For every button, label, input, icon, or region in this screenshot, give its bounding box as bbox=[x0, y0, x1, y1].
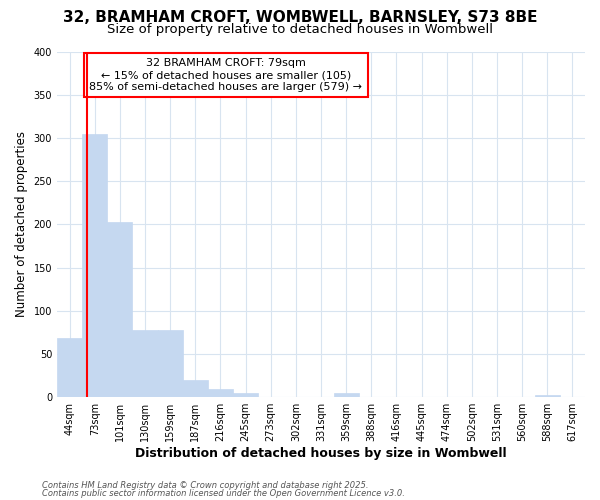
Text: Size of property relative to detached houses in Wombwell: Size of property relative to detached ho… bbox=[107, 22, 493, 36]
Bar bbox=[57, 338, 82, 397]
Bar bbox=[107, 222, 133, 397]
Bar bbox=[82, 134, 107, 397]
Bar bbox=[133, 330, 158, 397]
Y-axis label: Number of detached properties: Number of detached properties bbox=[15, 132, 28, 318]
Bar bbox=[535, 394, 560, 397]
Bar bbox=[233, 393, 258, 397]
X-axis label: Distribution of detached houses by size in Wombwell: Distribution of detached houses by size … bbox=[135, 447, 507, 460]
Bar bbox=[158, 330, 183, 397]
Bar bbox=[334, 393, 359, 397]
Bar bbox=[208, 388, 233, 397]
Text: 32 BRAMHAM CROFT: 79sqm
← 15% of detached houses are smaller (105)
85% of semi-d: 32 BRAMHAM CROFT: 79sqm ← 15% of detache… bbox=[89, 58, 362, 92]
Text: Contains HM Land Registry data © Crown copyright and database right 2025.: Contains HM Land Registry data © Crown c… bbox=[42, 480, 368, 490]
Bar bbox=[183, 380, 208, 397]
Text: Contains public sector information licensed under the Open Government Licence v3: Contains public sector information licen… bbox=[42, 489, 405, 498]
Text: 32, BRAMHAM CROFT, WOMBWELL, BARNSLEY, S73 8BE: 32, BRAMHAM CROFT, WOMBWELL, BARNSLEY, S… bbox=[63, 10, 537, 25]
